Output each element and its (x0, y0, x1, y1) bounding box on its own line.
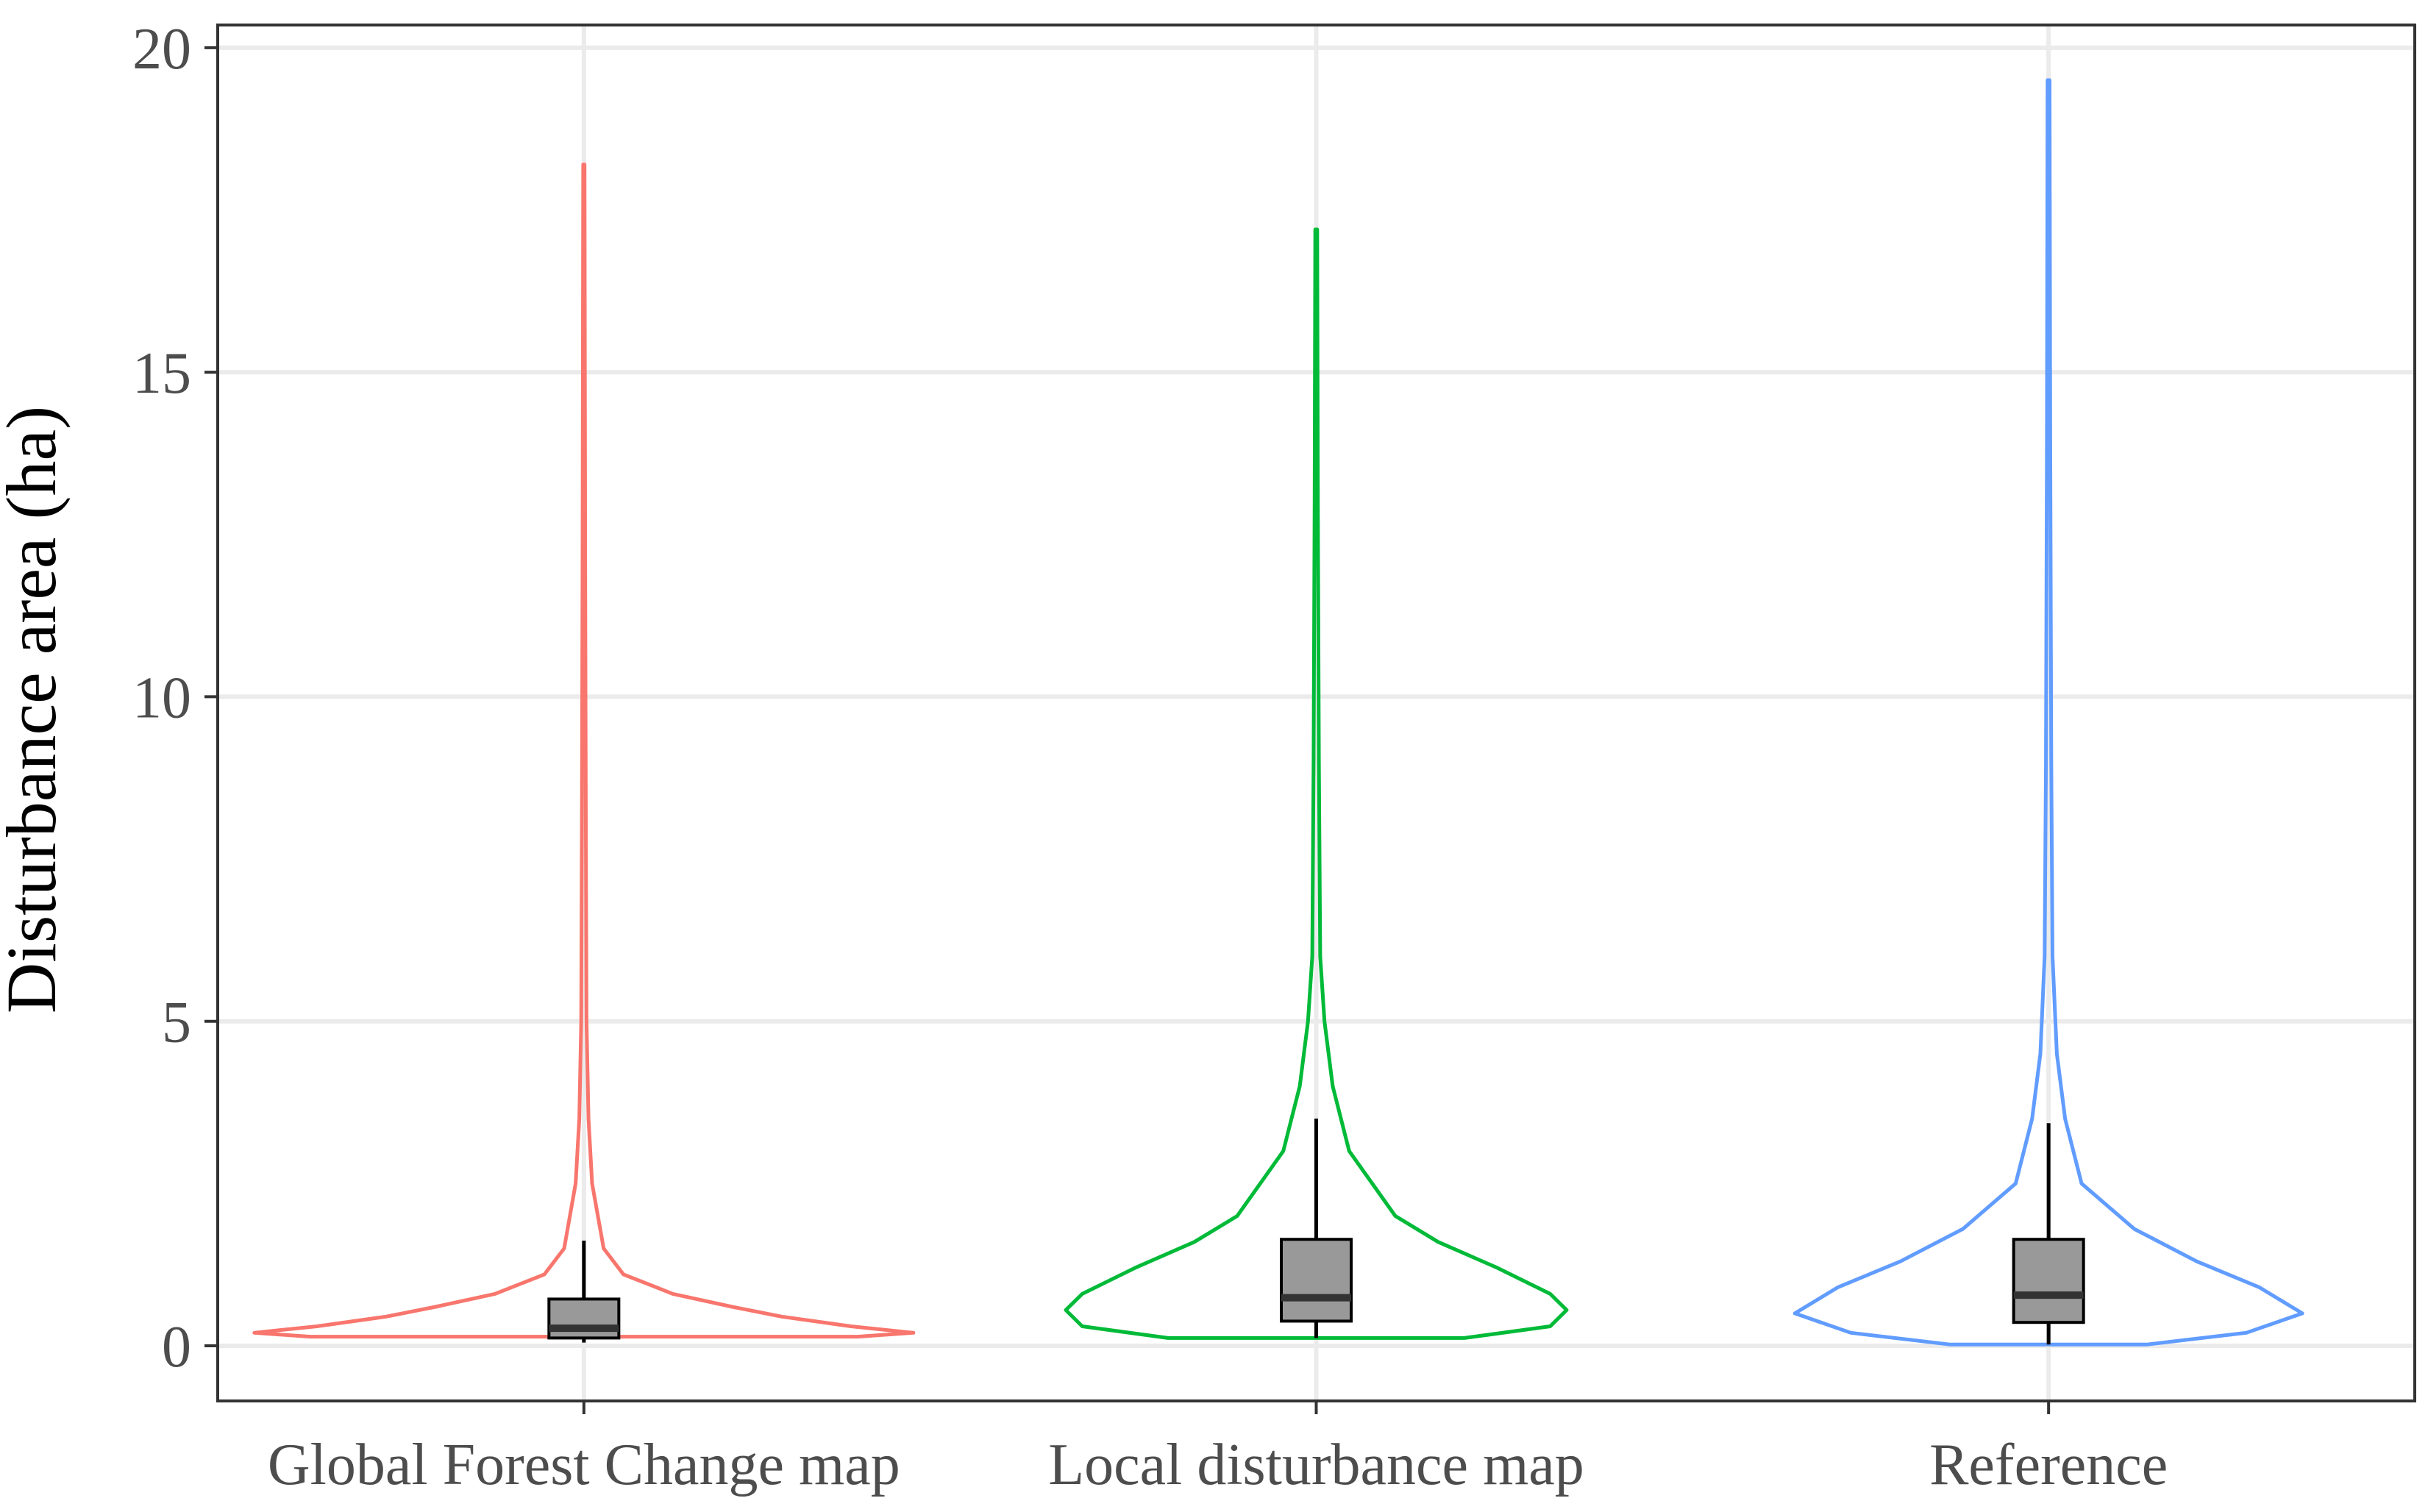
violin-3 (1792, 78, 2304, 1347)
y-axis-title: Disturbance area (ha) (0, 406, 71, 1013)
violin-1 (252, 163, 916, 1339)
axis-layer: 0 5 10 15 20 Global Forest Change map Local di… (132, 17, 2168, 1497)
box-2 (1280, 1238, 1353, 1323)
violin-2 (1064, 227, 1569, 1340)
box-1 (547, 1297, 621, 1340)
y-tick-label: 5 (162, 991, 191, 1055)
y-tick-label: 15 (132, 341, 191, 406)
x-tick-label: Local disturbance map (1048, 1433, 1584, 1497)
x-tick-label: Reference (1929, 1433, 2168, 1497)
box-3 (2012, 1238, 2085, 1324)
violin-layer (252, 78, 2304, 1347)
y-tick-label: 10 (132, 666, 191, 730)
boxplot-layer (547, 1119, 2085, 1345)
y-tick-label: 0 (162, 1315, 191, 1380)
x-tick-label: Global Forest Change map (268, 1433, 900, 1497)
y-tick-label: 20 (132, 17, 191, 82)
